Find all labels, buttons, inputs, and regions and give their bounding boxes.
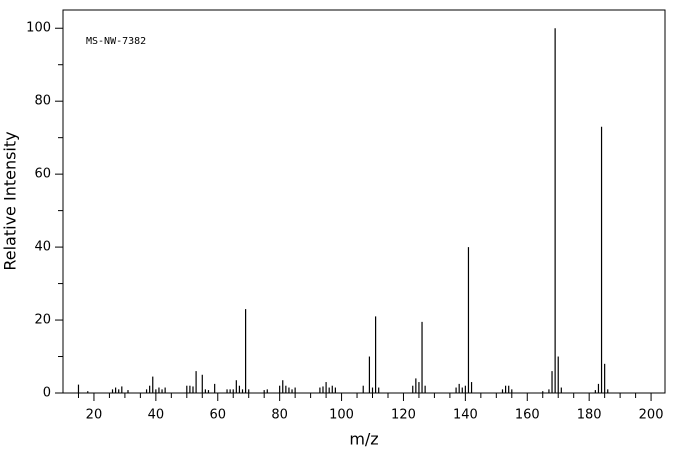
x-tick-label: 180 <box>577 408 602 423</box>
y-tick-label: 60 <box>34 167 51 182</box>
y-tick-label: 20 <box>34 313 51 328</box>
x-tick-label: 200 <box>639 408 664 423</box>
x-tick-label: 160 <box>515 408 540 423</box>
x-tick-label: 60 <box>209 408 226 423</box>
y-tick-label: 40 <box>34 240 51 255</box>
x-tick-label: 80 <box>271 408 288 423</box>
y-tick-label: 100 <box>26 21 51 36</box>
x-axis-label: m/z <box>349 430 378 449</box>
y-tick-label: 80 <box>34 94 51 109</box>
y-tick-label: 0 <box>43 386 51 401</box>
annotation: MS-NW-7382 <box>86 36 146 47</box>
x-tick-label: 20 <box>86 408 103 423</box>
y-axis-label: Relative Intensity <box>1 131 20 270</box>
x-tick-label: 120 <box>391 408 416 423</box>
x-tick-label: 40 <box>148 408 165 423</box>
x-tick-label: 100 <box>329 408 354 423</box>
x-tick-label: 140 <box>453 408 478 423</box>
plot-frame <box>62 9 666 394</box>
